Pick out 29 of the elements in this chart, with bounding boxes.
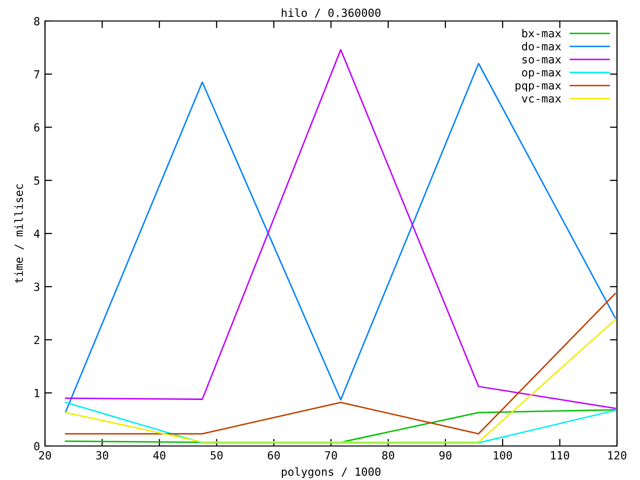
y-tick-label: 2 [34,336,40,344]
chart-title: hilo / 0.360000 [282,8,380,18]
legend-label: vc-max [522,96,562,103]
x-tick-label: 60 [268,451,280,460]
legend-label: so-max [522,57,562,64]
x-tick-label: 90 [439,451,452,460]
x-tick-label: 50 [210,451,223,460]
x-tick-label: 110 [551,451,570,460]
y-tick-label: 4 [34,230,40,238]
legend-label: bx-max [522,28,562,38]
y-tick-label: 5 [34,176,40,185]
y-tick-label: 0 [34,442,40,450]
y-tick-label: 1 [34,389,40,398]
y-tick-label: 8 [34,17,40,26]
x-tick-label: 120 [608,451,626,460]
x-tick-label: 40 [153,451,166,460]
legend-label: do-max [522,42,562,50]
legend-label: op-max [522,70,562,79]
x-tick-label: 70 [325,451,337,460]
legend-label: pqp-max [516,83,562,92]
x-tick-label: 20 [39,451,51,460]
y-tick-label: 3 [34,282,40,292]
x-axis-title: polygons / 1000 [282,467,380,478]
x-tick-label: 30 [96,451,108,460]
x-tick-label: 100 [494,451,512,460]
y-tick-label: 7 [34,70,40,78]
y-axis-title: time / millisec [14,184,24,283]
x-tick-label: 80 [382,451,394,460]
y-tick-label: 6 [34,123,40,132]
